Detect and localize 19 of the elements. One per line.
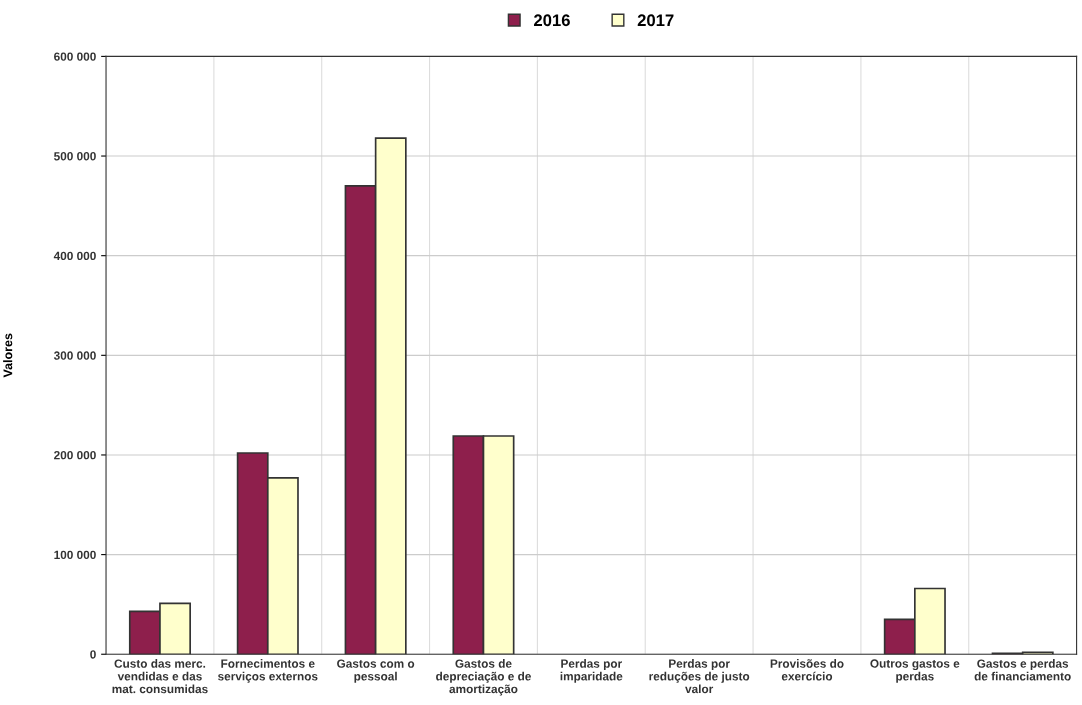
legend-label: 2016 <box>533 14 570 27</box>
x-tick-label: Outros gastos e perdas <box>870 659 960 683</box>
x-tick-label: Perdas por reduções de justo valor <box>649 659 750 694</box>
x-tick-label: Custo das merc. vendidas e das mat. consumidas <box>112 659 208 694</box>
y-tick-label: 300 000 <box>53 351 96 360</box>
y-tick-label: 200 000 <box>54 450 96 460</box>
x-tick-label: Gastos com o pessoal <box>337 659 415 683</box>
y-tick-label: 500 000 <box>54 152 96 161</box>
x-tick-label: Perdas por imparidade <box>560 659 623 683</box>
x-tick-label: Fornecimentos e serviços externos <box>218 659 318 683</box>
legend-label: 2017 <box>637 14 674 27</box>
x-tick-label: Gastos de depreciação e de amortização <box>436 659 531 696</box>
y-axis-title: Valores <box>3 333 13 378</box>
y-tick-label: 400 000 <box>53 251 96 261</box>
y-tick-label: 600 000 <box>54 52 96 61</box>
y-tick-label: 100 000 <box>54 550 96 559</box>
y-tick-label: 0 <box>90 650 96 659</box>
x-tick-label: Provisões do exercício <box>770 659 844 681</box>
x-tick-label: Gastos e perdas de financiamento <box>974 659 1071 681</box>
